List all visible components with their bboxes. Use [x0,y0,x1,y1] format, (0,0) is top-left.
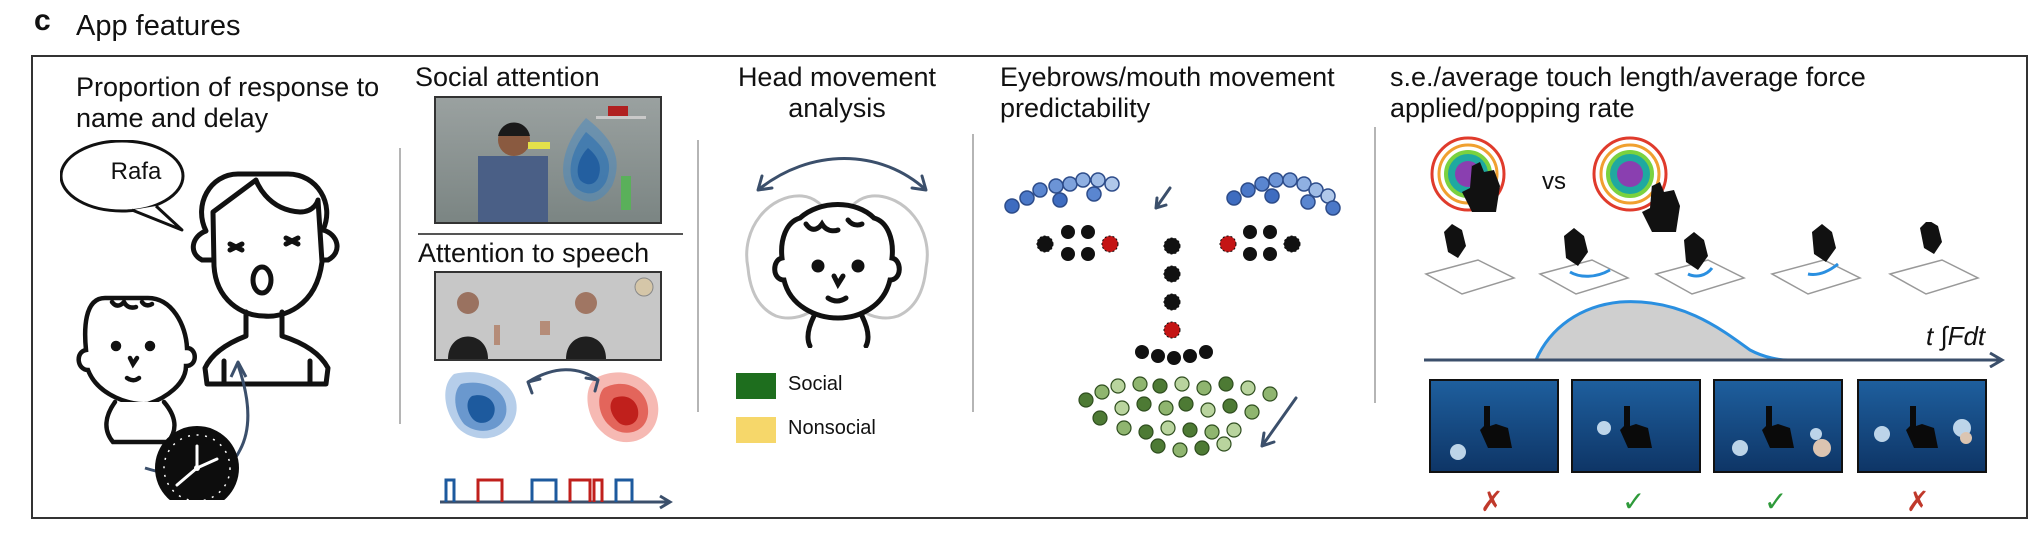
head-movement-title: Head movement analysis [737,62,937,124]
force-integral-label: t ∫Fdt [1926,321,1986,351]
left-eyebrow-landmarks [1004,172,1120,214]
tablet-swipe-sequence [1424,222,1981,295]
features-frame [31,55,2028,519]
panel-letter: c [34,4,51,37]
outcome-mark: ✓ [1622,486,1646,517]
nonsocial-speech-heatmap [587,372,659,443]
clock-icon [155,426,239,500]
eye-landmarks [1036,225,1301,261]
divider [972,134,974,412]
social-gaze-heatmap [563,118,617,202]
hand-pointer-icon [1480,406,1938,448]
social-attention-video-frame [434,96,662,224]
face-movement-title: Eyebrows/mouth movement predictability [1000,62,1335,124]
mouth-landmarks [1078,376,1278,458]
face-landmark-diagram [1004,172,1341,458]
divider [399,148,401,424]
gaze-timeline [440,478,673,510]
touch-game-title: s.e./average touch length/average force … [1390,62,1866,124]
nonsocial-legend-swatch [736,417,776,443]
right-eyebrow-landmarks [1226,172,1341,216]
attention-to-speech-title: Attention to speech [418,238,650,268]
popping-frames-row [1428,378,1988,474]
attention-to-speech-video-frame [434,271,662,361]
section-title: App features [76,10,241,42]
force-over-time-chart [1424,300,2005,368]
speech-bubble-icon [60,140,185,232]
speech-bubble-text: Rafa [110,158,162,185]
social-speech-heatmap [445,372,517,439]
social-legend-label: Social [788,373,843,395]
head-movement-illustration [745,157,929,348]
nose-landmarks [1135,237,1213,365]
speech-attention-diagram [440,368,673,510]
bubble-tap-icon [1592,136,1680,232]
baby-icon [76,295,197,445]
child-face-icon [772,202,902,348]
name-response-title: Proportion of response to name and delay [76,72,380,134]
bubble-tap-icon [1430,136,1506,212]
name-response-illustration [60,140,340,500]
social-attention-title: Social attention [415,62,600,92]
section-rule [418,233,683,235]
bubble-tap-comparison [1430,136,1680,232]
social-legend-swatch [736,373,776,399]
outcome-mark: ✓ [1764,486,1788,517]
divider [1374,127,1376,403]
girl-icon [190,171,340,387]
outcome-marks: ✗ ✓ ✓ ✗ [1480,486,2000,517]
outcome-mark: ✗ [1480,486,1504,517]
outcome-mark: ✗ [1906,486,1930,517]
versus-label: vs [1542,168,1566,195]
divider [697,140,699,412]
nonsocial-legend-label: Nonsocial [788,417,876,439]
